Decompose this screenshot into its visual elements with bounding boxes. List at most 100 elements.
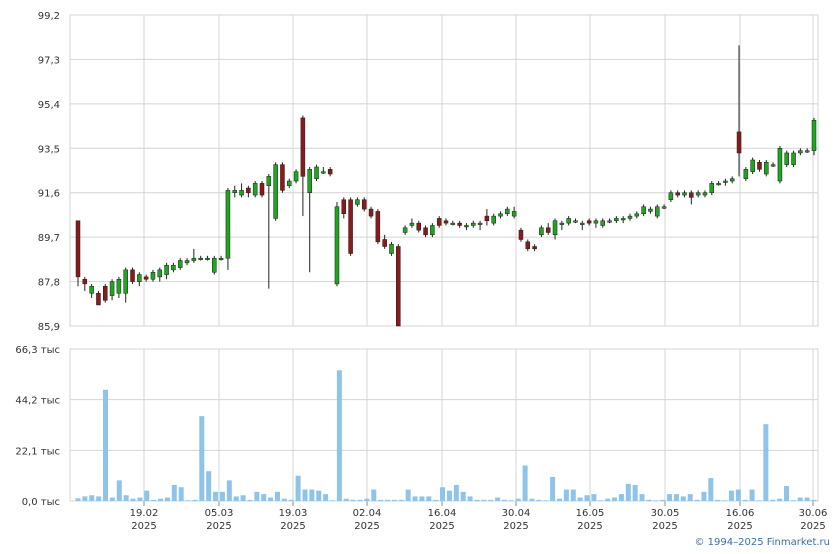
candle-body [443, 220, 449, 224]
candle-body [157, 269, 163, 278]
candle-body [300, 117, 306, 177]
x-tick-label-date: 30.06 [799, 508, 828, 519]
volume-bar [708, 478, 714, 501]
candle-body [770, 164, 776, 167]
volume-bar [226, 480, 232, 501]
candle-body [89, 285, 94, 294]
volume-bar [515, 498, 521, 501]
copyright-text[interactable]: © 1994–2025 Finmarket.ru [694, 537, 830, 548]
candle-body [259, 183, 265, 196]
volume-bar [495, 497, 501, 501]
x-tick-label-year: 2025 [429, 521, 454, 532]
candle-body [436, 218, 442, 226]
candle-body [580, 222, 585, 225]
candle-body [634, 213, 640, 217]
candle-body [321, 171, 326, 174]
volume-bar [158, 498, 164, 501]
candle-body [314, 166, 319, 179]
candle-body [682, 192, 687, 196]
candle-body [471, 222, 476, 226]
x-tick-label-date: 16.04 [428, 508, 457, 519]
candle-body [607, 220, 612, 223]
x-tick-label-year: 2025 [206, 521, 231, 532]
candle-body [484, 215, 490, 222]
volume-bar [563, 489, 569, 501]
x-tick-label-date: 02.04 [353, 508, 382, 519]
volume-bar [673, 494, 679, 501]
volume-bar [274, 491, 280, 501]
panel-frames [69, 14, 819, 502]
volume-bar [268, 497, 274, 501]
candle-body [191, 257, 197, 261]
x-tick-label-year: 2025 [577, 521, 602, 532]
volume-bar [618, 494, 624, 501]
candle-body [736, 131, 742, 154]
candle-body [559, 222, 565, 225]
volume-bar [783, 486, 789, 501]
candle-body [109, 281, 115, 296]
volume-bar [612, 497, 618, 501]
x-tick-label-year: 2025 [280, 521, 305, 532]
price-y-tick-label: 93,5 [38, 144, 60, 155]
x-tick-label-year: 2025 [652, 521, 677, 532]
volume-bar [715, 499, 721, 501]
candle-body [573, 220, 578, 223]
volume-bar [770, 499, 776, 501]
volume-bar [89, 495, 95, 501]
volume-bar [598, 500, 604, 501]
volume-bar [660, 499, 666, 501]
volume-bar [240, 495, 246, 501]
candle-body [348, 199, 353, 254]
candle-body [232, 190, 237, 193]
candle-body [689, 192, 694, 198]
volume-bar [247, 499, 253, 501]
candle-body [505, 208, 510, 215]
volume-bar [151, 499, 157, 501]
volume-bar [192, 499, 198, 501]
volume-bar [460, 491, 466, 501]
volume-bar [804, 497, 810, 501]
candle-body [307, 169, 312, 193]
candle-body [811, 119, 817, 151]
volume-bar [130, 498, 136, 501]
candle-body [716, 183, 721, 186]
candle-body [198, 257, 203, 260]
candle-body [586, 220, 592, 224]
volume-bar [103, 389, 109, 501]
candle-body [327, 169, 333, 175]
volume-bar [371, 489, 377, 501]
candle-body [375, 211, 381, 243]
candle-body [729, 178, 735, 182]
candle-body [143, 276, 149, 280]
volume-bar [419, 496, 425, 501]
candle-body [539, 227, 544, 236]
volume-bar [577, 497, 583, 501]
volume-bar [378, 499, 384, 501]
volume-y-tick-label: 44,2 тыс [15, 396, 60, 407]
candle-body [137, 274, 142, 282]
volume-bar [763, 424, 769, 501]
candle-body [116, 278, 122, 294]
candle-body [409, 222, 415, 226]
candle-body [177, 260, 183, 268]
candle-body [402, 227, 408, 233]
candle-body [457, 222, 462, 226]
x-tick-label-year: 2025 [131, 521, 156, 532]
candle-body [75, 220, 81, 278]
volume-bar [336, 370, 342, 501]
volume-bar [529, 498, 535, 501]
candle-body [287, 180, 292, 186]
volume-bar [522, 465, 528, 501]
candle-body [246, 187, 251, 193]
volume-bar [233, 496, 239, 501]
volume-bar [646, 499, 652, 501]
candle-body [341, 199, 347, 215]
volume-bar [288, 499, 294, 501]
x-tick-label-date: 30.05 [651, 508, 680, 519]
volume-bar [694, 499, 700, 501]
volume-bar [467, 496, 473, 501]
candle-body [498, 213, 503, 217]
volume-bar [109, 497, 115, 501]
volume-bar [137, 497, 143, 501]
